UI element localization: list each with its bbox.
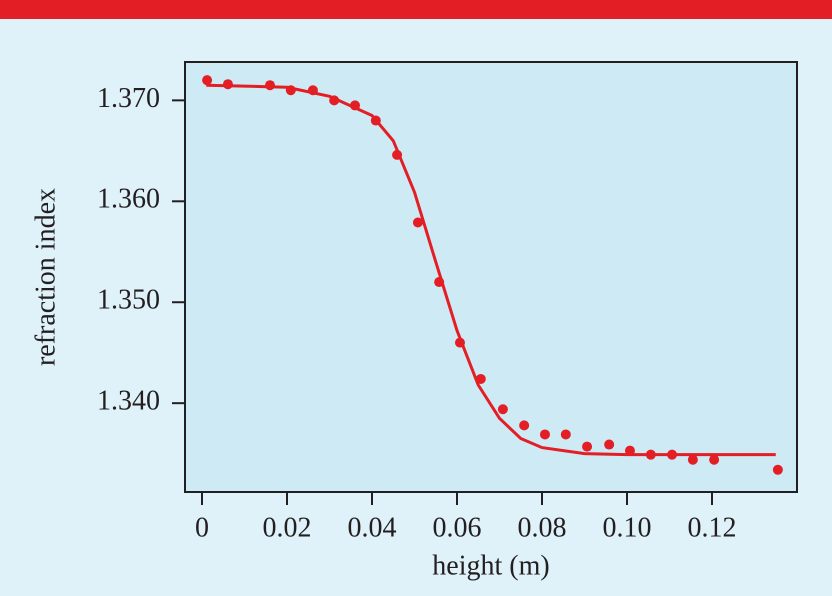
plot-area: [184, 61, 798, 493]
x-tick-label: 0.02: [263, 512, 312, 543]
data-point: [539, 429, 550, 440]
data-point: [560, 429, 571, 440]
x-axis-label: height (m): [432, 550, 549, 581]
top-bar: [0, 0, 832, 19]
data-point: [497, 404, 508, 415]
x-tick-label: 0.12: [688, 512, 737, 543]
y-tick-label: 1.370: [97, 83, 160, 114]
y-tick-label: 1.350: [97, 285, 160, 316]
data-point: [624, 445, 635, 456]
data-point: [265, 80, 275, 91]
y-axis-label: refraction index: [30, 188, 61, 366]
data-point: [709, 454, 720, 465]
x-tick-label: 0.10: [603, 512, 652, 543]
x-tick-label: 0: [195, 512, 209, 543]
data-point: [772, 464, 783, 475]
x-tick-label: 0.06: [433, 512, 482, 543]
x-tick-label: 0.08: [518, 512, 567, 543]
data-point: [604, 439, 615, 450]
data-point: [412, 217, 423, 228]
fit-line: [206, 83, 776, 457]
x-tick-label: 0.04: [348, 512, 397, 543]
data-point: [519, 420, 530, 431]
data-point: [687, 454, 698, 465]
data-point: [582, 441, 593, 452]
y-tick-label: 1.360: [97, 184, 160, 215]
data-point: [202, 75, 213, 86]
y-tick-label: 1.340: [97, 386, 160, 417]
